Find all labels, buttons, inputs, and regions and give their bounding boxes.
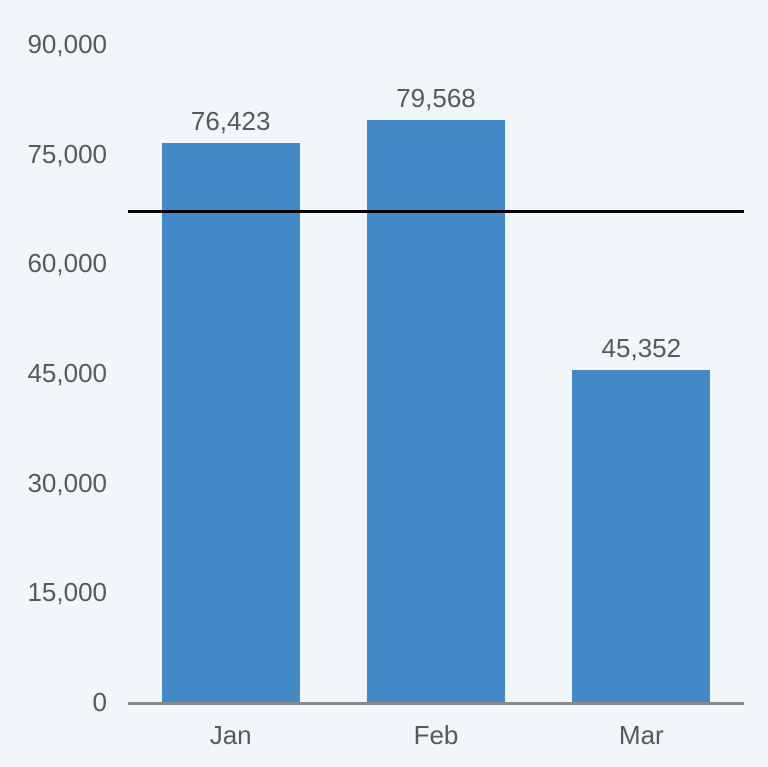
- y-tick-label: 15,000: [27, 577, 107, 608]
- y-tick-label: 45,000: [27, 358, 107, 388]
- y-tick-label: 30,000: [27, 467, 107, 498]
- bar-value-label-jan: 76,423: [190, 106, 271, 137]
- average-reference-line: [128, 209, 744, 213]
- x-axis-label-jan: Jan: [209, 720, 252, 750]
- bar-feb: [367, 120, 505, 702]
- x-axis-line: [128, 702, 744, 705]
- bar-value-label-mar: 45,352: [601, 333, 682, 364]
- y-tick-label: 75,000: [27, 138, 107, 169]
- bar-value-label-feb: 79,568: [396, 83, 476, 114]
- bar-mar: [572, 370, 711, 702]
- x-axis-label-mar: Mar: [618, 720, 664, 750]
- y-tick-label: 60,000: [27, 248, 107, 279]
- y-tick-label: 0: [92, 687, 107, 717]
- y-tick-label: 90,000: [27, 29, 107, 59]
- bar-jan: [161, 143, 300, 702]
- x-axis-label-feb: Feb: [413, 720, 459, 750]
